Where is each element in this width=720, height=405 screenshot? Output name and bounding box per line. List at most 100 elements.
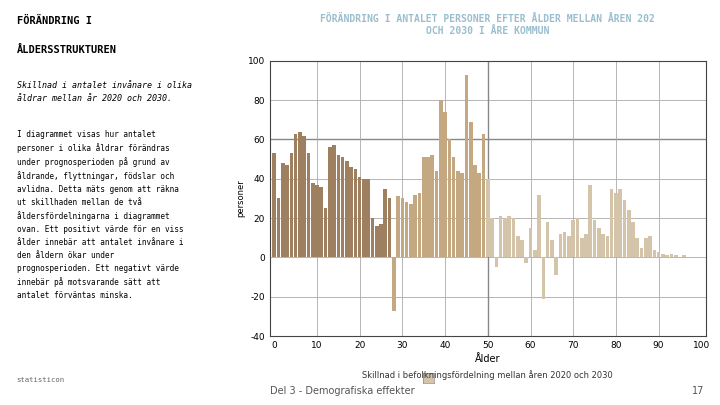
Bar <box>597 228 600 258</box>
Bar <box>392 258 396 311</box>
Bar <box>435 171 438 258</box>
Bar <box>422 157 426 258</box>
Bar <box>396 196 400 258</box>
Bar <box>610 189 613 258</box>
Bar <box>448 139 451 258</box>
Bar <box>541 258 545 299</box>
Bar <box>302 136 306 258</box>
Bar <box>375 226 379 258</box>
Bar <box>512 218 516 258</box>
Bar <box>294 134 297 258</box>
Bar <box>546 222 549 258</box>
Bar <box>674 256 678 258</box>
Bar <box>456 171 460 258</box>
Bar <box>516 236 520 258</box>
Bar <box>400 198 404 258</box>
Bar <box>584 234 588 258</box>
Text: statisticon: statisticon <box>17 377 65 383</box>
Bar <box>311 183 315 258</box>
Bar <box>614 192 618 258</box>
Text: I diagrammet visas hur antalet
personer i olika åldrar förändras
under prognospe: I diagrammet visas hur antalet personer … <box>17 130 183 300</box>
Bar <box>366 179 370 258</box>
Text: OCH 2030 I ÅRE KOMMUN: OCH 2030 I ÅRE KOMMUN <box>426 26 549 36</box>
Bar <box>520 240 523 258</box>
Text: FÖRÄNDRING I ANTALET PERSONER EFTER ÅLDER MELLAN ÅREN 202: FÖRÄNDRING I ANTALET PERSONER EFTER ÅLDE… <box>320 14 655 24</box>
Bar <box>276 198 280 258</box>
Bar <box>588 185 592 258</box>
Bar <box>320 187 323 258</box>
Bar <box>623 200 626 258</box>
Bar <box>636 238 639 258</box>
Bar <box>354 169 357 258</box>
Bar <box>324 208 328 258</box>
Bar <box>524 258 528 263</box>
Bar <box>418 192 421 258</box>
Bar <box>640 247 644 258</box>
Bar <box>371 218 374 258</box>
Bar <box>281 163 284 258</box>
Bar <box>665 256 669 258</box>
Bar <box>670 254 673 258</box>
Bar <box>388 198 392 258</box>
Bar <box>384 189 387 258</box>
Bar <box>328 147 332 258</box>
Bar <box>482 134 485 258</box>
Bar <box>298 132 302 258</box>
Bar <box>490 218 494 258</box>
Bar <box>550 240 554 258</box>
Bar <box>341 157 344 258</box>
Bar <box>593 220 596 258</box>
Bar <box>563 232 567 258</box>
Text: Skillnad i antalet invånare i olika
åldrar mellan år 2020 och 2030.: Skillnad i antalet invånare i olika åldr… <box>17 81 192 103</box>
Bar <box>572 220 575 258</box>
Bar <box>580 238 584 258</box>
Bar <box>362 179 366 258</box>
Bar <box>345 161 348 258</box>
Bar <box>315 185 319 258</box>
Bar <box>439 100 443 258</box>
Bar <box>576 218 580 258</box>
Bar <box>503 218 507 258</box>
Bar <box>567 236 571 258</box>
Bar <box>495 258 498 267</box>
Bar <box>648 236 652 258</box>
Bar <box>559 234 562 258</box>
Bar <box>349 167 353 258</box>
Bar <box>652 249 656 258</box>
Bar <box>657 252 660 258</box>
Bar <box>358 177 361 258</box>
Bar <box>460 173 464 258</box>
Bar <box>332 145 336 258</box>
Bar <box>533 249 536 258</box>
Bar <box>554 258 558 275</box>
Bar <box>452 157 456 258</box>
Bar <box>426 157 430 258</box>
Text: FÖRÄNDRING I: FÖRÄNDRING I <box>17 16 91 26</box>
Bar <box>473 165 477 258</box>
Text: ÅLDERSSTRUKTUREN: ÅLDERSSTRUKTUREN <box>17 45 117 55</box>
X-axis label: Ålder: Ålder <box>475 354 500 364</box>
Bar <box>486 179 490 258</box>
Bar <box>537 194 541 258</box>
Y-axis label: personer: personer <box>236 179 245 217</box>
Bar <box>499 216 503 258</box>
Bar <box>444 112 447 258</box>
Bar <box>272 153 276 258</box>
Bar <box>464 75 468 258</box>
Bar <box>431 155 434 258</box>
Bar <box>661 254 665 258</box>
Text: Skillnad i befolkningsfördelning mellan åren 2020 och 2030: Skillnad i befolkningsfördelning mellan … <box>362 370 613 379</box>
Bar <box>644 238 647 258</box>
Bar <box>627 210 631 258</box>
Text: 17: 17 <box>692 386 704 396</box>
Bar <box>477 173 481 258</box>
Bar <box>606 236 609 258</box>
Bar <box>508 216 511 258</box>
Bar <box>307 153 310 258</box>
Bar <box>618 189 622 258</box>
Text: Del 3 - Demografiska effekter: Del 3 - Demografiska effekter <box>270 386 415 396</box>
Bar <box>405 202 408 258</box>
Bar <box>528 228 532 258</box>
Bar <box>469 122 472 258</box>
Bar <box>409 205 413 258</box>
